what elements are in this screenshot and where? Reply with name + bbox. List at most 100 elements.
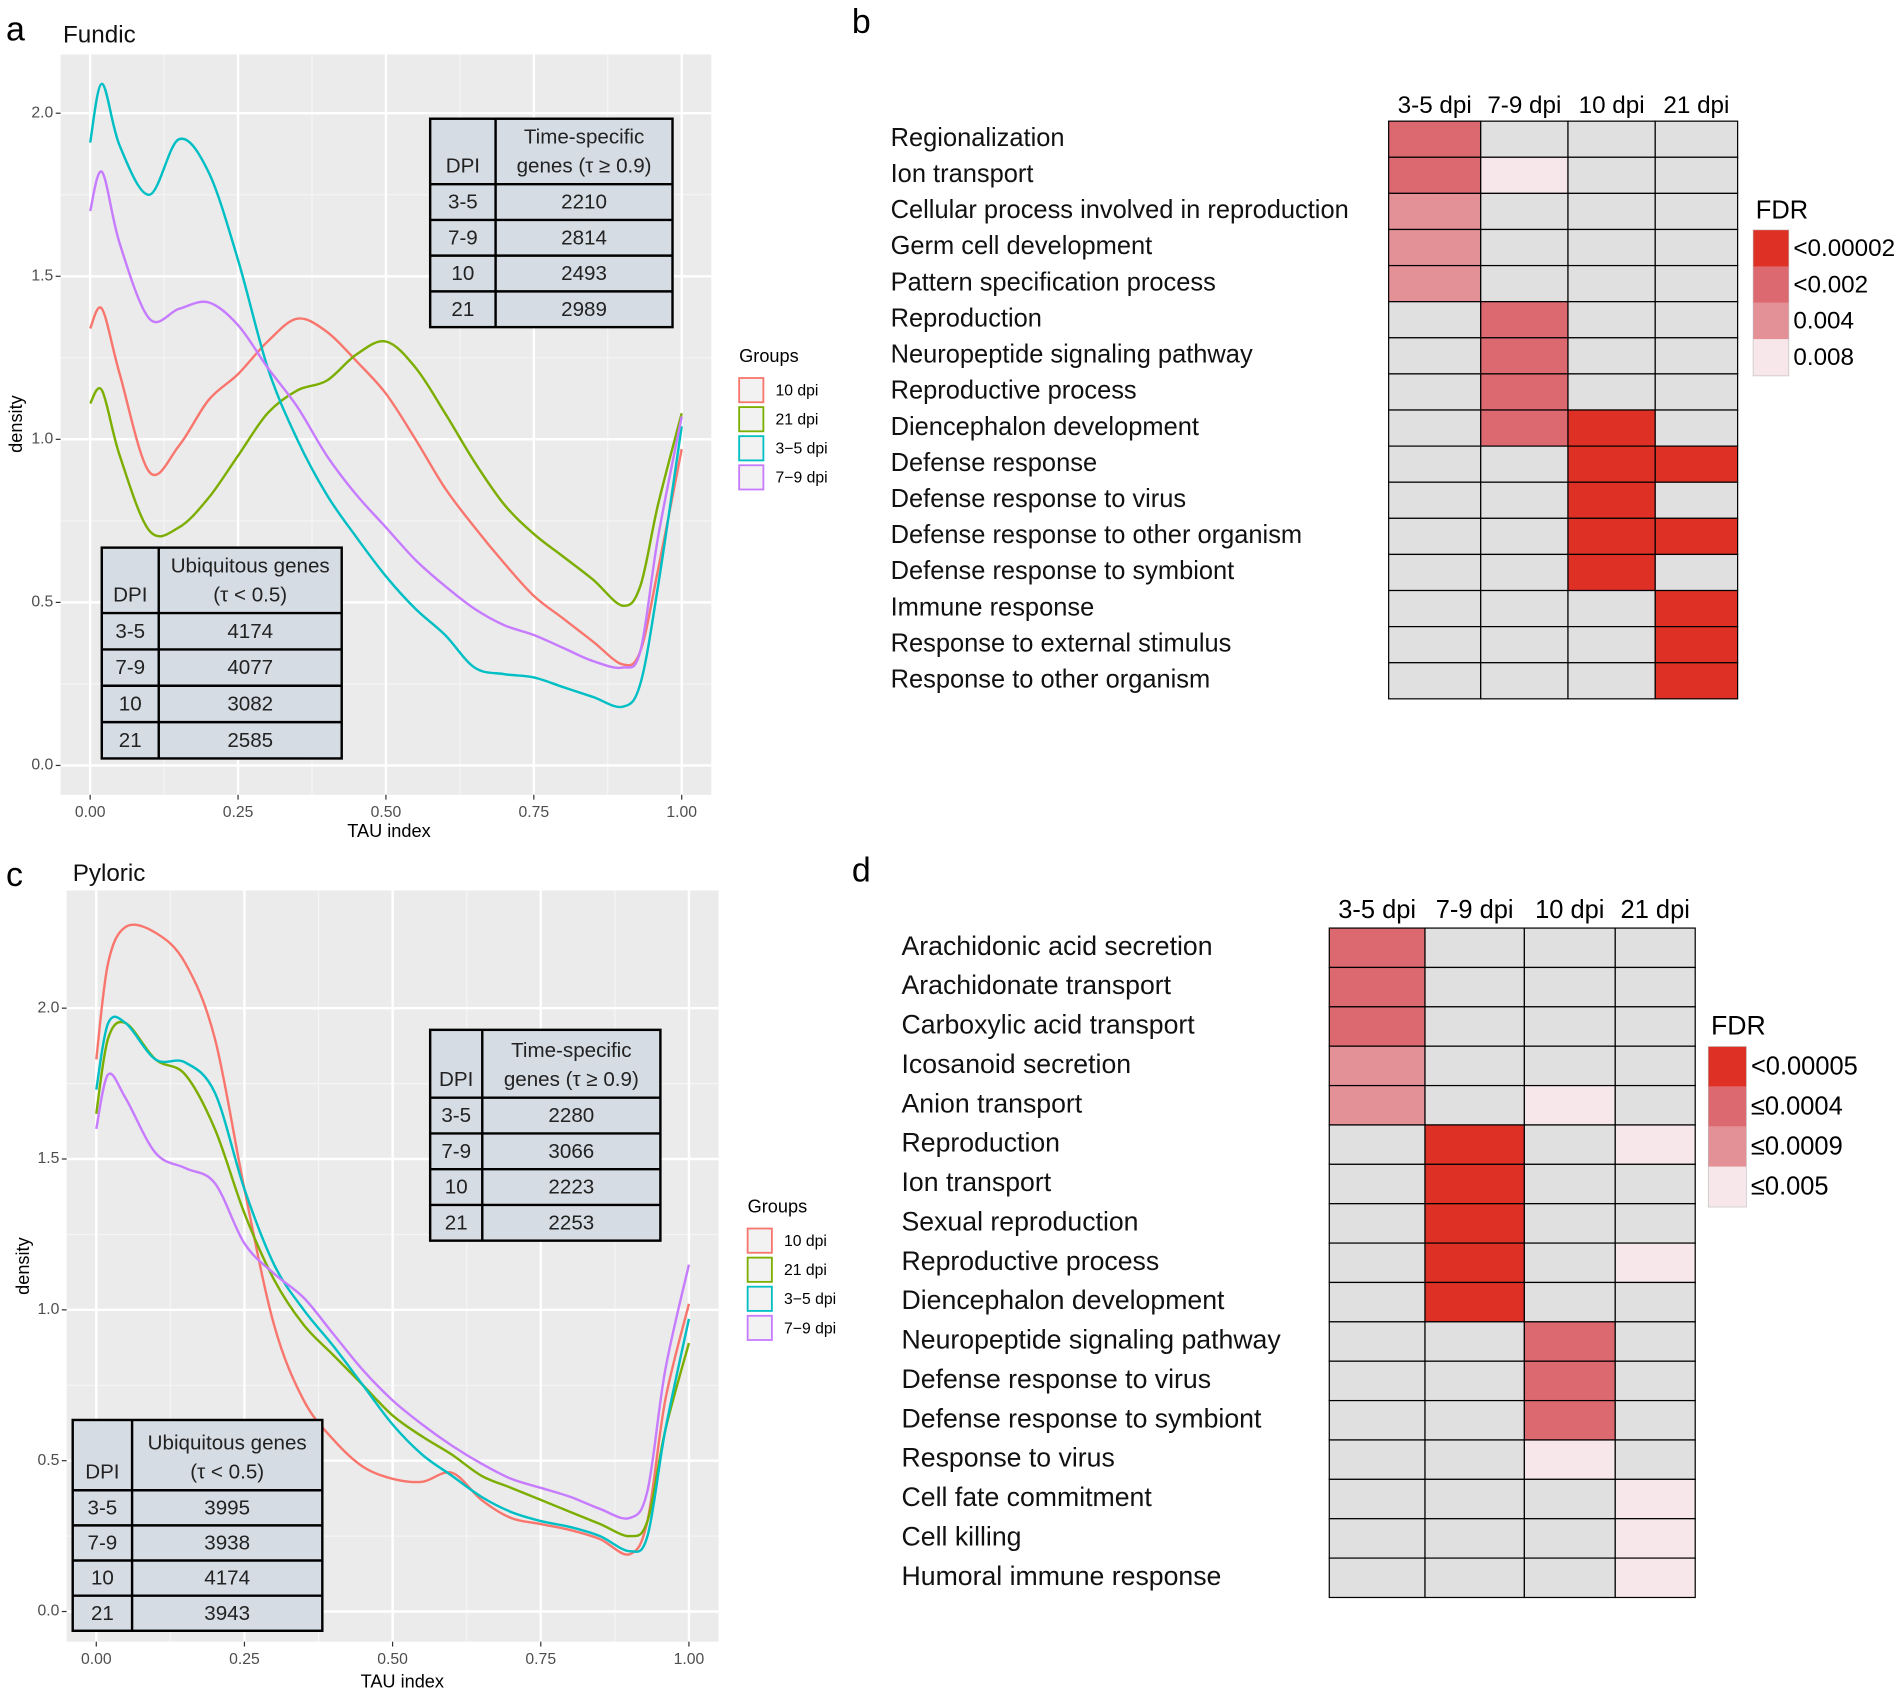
table-cell: 3082 — [227, 693, 273, 716]
chart-title: Fundic — [63, 22, 136, 49]
y-tick-label: 0.5 — [31, 594, 53, 611]
heatmap-cell — [1614, 1439, 1696, 1480]
y-tick-label: 0.0 — [31, 757, 53, 774]
heatmap-cell — [1614, 1124, 1696, 1165]
heatmap-cell — [1654, 337, 1739, 375]
heatmap-cell — [1614, 927, 1696, 969]
heatmap-cell — [1614, 1321, 1696, 1362]
heatmap-cell — [1388, 192, 1482, 231]
density-line — [89, 306, 683, 667]
row-label: Defense response to other organism — [891, 521, 1303, 549]
legend-key — [746, 1227, 773, 1254]
heatmap-cell — [1523, 1084, 1616, 1126]
heatmap-cell — [1567, 409, 1656, 447]
table-header: Ubiquitous genes — [171, 554, 330, 577]
table-cell: 10 — [119, 693, 142, 716]
row-label: Humoral immune response — [902, 1561, 1222, 1591]
heatmap-cell — [1424, 1281, 1525, 1323]
table-header: (τ < 0.5) — [213, 584, 287, 607]
heatmap-cell — [1480, 301, 1569, 339]
heatmap-cell — [1480, 662, 1569, 700]
table-cell: 4077 — [227, 656, 273, 679]
row-label: Response to virus — [902, 1443, 1115, 1473]
x-tick-label: 0.75 — [525, 1651, 556, 1668]
heatmap-cell — [1328, 1518, 1426, 1559]
heatmap-cell — [1480, 409, 1569, 447]
panel-letter: c — [6, 856, 23, 894]
legend-key — [738, 406, 765, 433]
heatmap-cell — [1480, 445, 1569, 483]
heatmap-cell — [1328, 1163, 1426, 1205]
legend-swatch — [1708, 1166, 1747, 1207]
table-header: DPI — [446, 155, 480, 178]
x-tick-label: 0.00 — [75, 804, 106, 821]
table-cell: 3995 — [204, 1496, 250, 1519]
legend-label: 7−9 dpi — [784, 1320, 836, 1337]
heatmap-cell — [1424, 1478, 1525, 1520]
heatmap-cell — [1388, 120, 1482, 158]
heatmap-cell — [1480, 228, 1569, 267]
heatmap-cell — [1523, 1518, 1616, 1559]
heatmap-cell — [1567, 156, 1656, 194]
legend-label: <0.002 — [1793, 271, 1868, 298]
y-tick-label: 0.0 — [37, 1603, 59, 1620]
column-label: 7-9 dpi — [1436, 896, 1514, 924]
x-tick-label: 0.25 — [223, 804, 254, 821]
heatmap-cell — [1567, 120, 1656, 158]
table-cell: 3-5 — [88, 1496, 118, 1519]
density-line — [95, 923, 691, 1556]
heatmap-cell — [1388, 589, 1482, 628]
row-label: Arachidonic acid secretion — [902, 931, 1213, 961]
legend-swatch — [1753, 266, 1789, 303]
table-header: Time-specific — [524, 126, 644, 149]
table-header: DPI — [439, 1068, 473, 1091]
y-tick-label: 2.0 — [31, 104, 53, 121]
heatmap-cell — [1567, 626, 1656, 664]
row-label: Regionalization — [891, 124, 1065, 152]
legend-swatch — [1753, 230, 1789, 267]
table-header: genes (τ ≥ 0.9) — [504, 1068, 639, 1091]
row-label: Reproduction — [891, 304, 1042, 332]
heatmap-cell — [1614, 1281, 1696, 1323]
heatmap-cell — [1614, 1242, 1696, 1284]
table-cell: 7-9 — [441, 1140, 471, 1163]
row-label: Reproductive process — [902, 1246, 1160, 1276]
table-cell: 2253 — [548, 1211, 594, 1234]
legend-label: 0.008 — [1793, 344, 1854, 371]
legend-key — [746, 1256, 773, 1283]
table-cell: 21 — [91, 1602, 114, 1625]
heatmap-cell — [1654, 192, 1739, 231]
x-tick-label: 1.00 — [674, 1651, 705, 1668]
table-cell: 7-9 — [448, 226, 478, 249]
heatmap-cell — [1424, 1084, 1525, 1126]
heatmap-cell — [1388, 517, 1482, 556]
heatmap-cell — [1567, 553, 1656, 592]
heatmap-cell — [1328, 1203, 1426, 1244]
heatmap-cell — [1523, 1557, 1616, 1599]
y-tick-label: 1.0 — [37, 1301, 59, 1318]
table-header: genes (τ ≥ 0.9) — [517, 155, 652, 178]
heatmap-cell — [1328, 966, 1426, 1008]
heatmap-cell — [1523, 1439, 1616, 1480]
legend-swatch — [1753, 339, 1789, 376]
heatmap-cell — [1567, 301, 1656, 339]
heatmap-cell — [1654, 517, 1739, 556]
table-cell: 2585 — [227, 729, 273, 752]
table-bg — [428, 117, 674, 329]
heatmap-cell — [1523, 1045, 1616, 1087]
heatmap-cell — [1567, 373, 1656, 411]
table-cell: 3-5 — [115, 620, 145, 643]
table-cell: 3066 — [548, 1140, 594, 1163]
heatmap-cell — [1567, 228, 1656, 267]
heatmap-cell — [1328, 1360, 1426, 1402]
table-cell: 10 — [451, 262, 474, 285]
table-header: Ubiquitous genes — [148, 1432, 307, 1455]
legend-swatch — [1708, 1126, 1747, 1167]
panel-letter: a — [6, 10, 25, 48]
row-label: Germ cell development — [891, 232, 1153, 260]
heatmap-cell — [1654, 445, 1739, 483]
x-axis-label: TAU index — [361, 1672, 444, 1692]
density-line — [95, 1015, 691, 1553]
heatmap-cell — [1567, 662, 1656, 700]
